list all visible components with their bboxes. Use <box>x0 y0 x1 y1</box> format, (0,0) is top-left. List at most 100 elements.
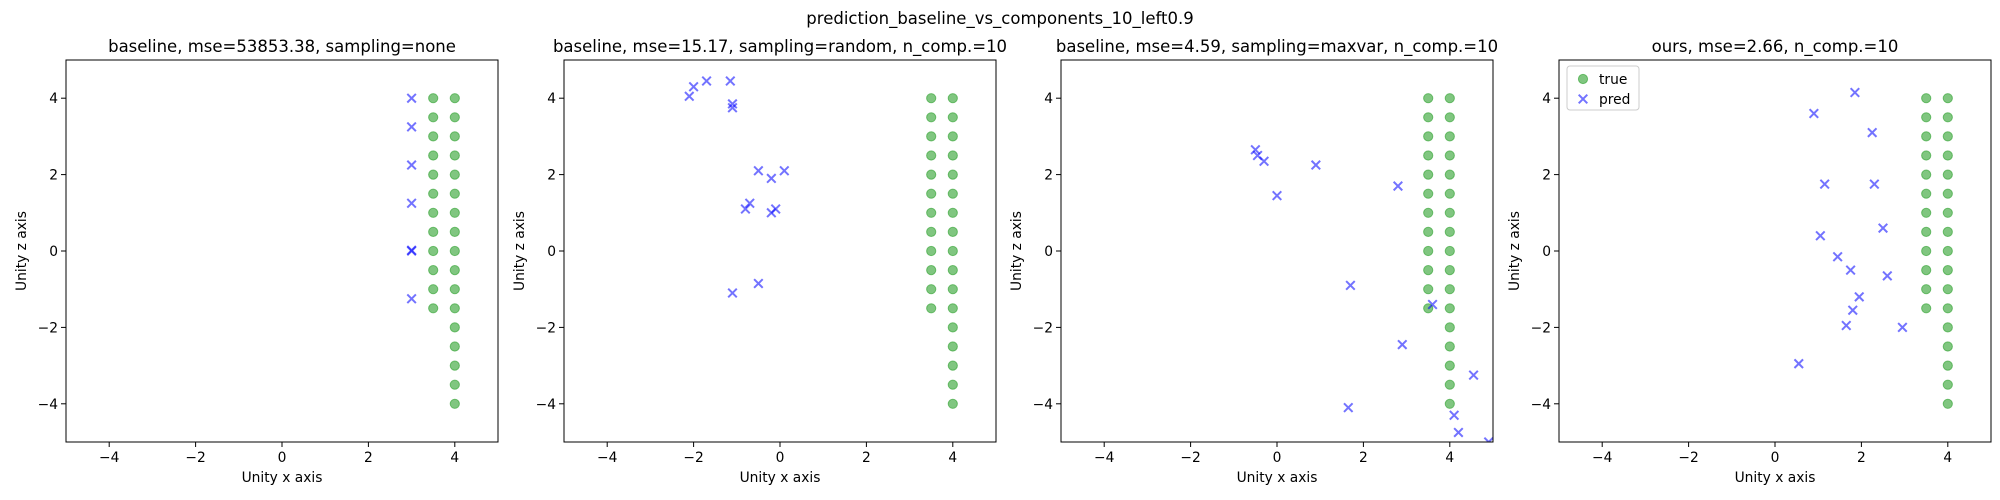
true-point <box>1942 131 1953 142</box>
y-tick-label: −4 <box>1531 397 1551 413</box>
pred-point <box>701 76 712 87</box>
true-point <box>947 379 958 390</box>
pred-point <box>1849 87 1860 98</box>
pred-point <box>406 93 417 104</box>
true-point <box>449 322 460 333</box>
legend: true pred <box>1566 65 1640 111</box>
x-tick-label: −4 <box>1094 450 1114 466</box>
true-point <box>428 245 439 257</box>
pred-point <box>1449 410 1460 421</box>
true-point <box>1444 131 1455 142</box>
true-point <box>1942 226 1953 237</box>
true-point <box>926 303 937 314</box>
true-point <box>926 284 937 295</box>
pred-point <box>406 121 417 132</box>
pred-point <box>753 278 764 289</box>
true-point <box>1423 226 1434 237</box>
true-point <box>449 398 460 409</box>
true-point <box>1444 150 1455 161</box>
true-point <box>1921 207 1932 218</box>
subplot-1: baseline, mse=53853.38, sampling=none −4 −… <box>14 37 499 486</box>
x-tick-label: −2 <box>683 450 703 466</box>
pred-point <box>1483 436 1493 442</box>
true-point <box>449 188 460 199</box>
y-tick-label: −4 <box>1033 397 1053 413</box>
true-point <box>1444 245 1455 257</box>
true-point <box>449 226 460 237</box>
x-tick-label: −2 <box>1180 450 1200 466</box>
plot-area <box>1250 93 1493 442</box>
true-point <box>449 150 460 161</box>
pred-point <box>1250 144 1261 155</box>
subplot-title: baseline, mse=4.59, sampling=maxvar, n_c… <box>1056 37 1498 57</box>
true-point <box>1921 131 1932 142</box>
true-point <box>1921 303 1932 314</box>
pred-point <box>1815 230 1826 241</box>
true-point <box>947 93 958 104</box>
y-tick-label: −2 <box>38 320 58 336</box>
true-point <box>1423 131 1434 142</box>
axes-frame <box>1558 59 1992 443</box>
true-point <box>1942 360 1953 371</box>
pred-point <box>688 81 699 92</box>
true-point <box>1942 93 1953 104</box>
y-tick-label: −2 <box>1033 320 1053 336</box>
true-point <box>1423 150 1434 161</box>
y-axis-label: Unity z axis <box>1009 211 1025 291</box>
axes-frame <box>563 59 997 443</box>
subplot-title: baseline, mse=15.17, sampling=random, n_… <box>553 37 1007 57</box>
true-point <box>1423 112 1434 123</box>
true-point <box>428 265 439 276</box>
true-point <box>428 169 439 180</box>
x-tick-label: 4 <box>450 450 459 466</box>
true-point <box>1423 265 1434 276</box>
true-point <box>428 303 439 314</box>
pred-point <box>725 76 736 87</box>
true-point <box>1444 398 1455 409</box>
true-point <box>947 303 958 314</box>
subplot-4: ours, mse=2.66, n_comp.=10 −4 −2 0 2 4 −4 −2 0 2 4… <box>1507 37 1992 486</box>
true-point <box>1921 93 1932 104</box>
y-tick-label: 2 <box>49 168 58 184</box>
pred-point <box>1897 322 1908 333</box>
y-tick-label: 0 <box>1542 244 1551 260</box>
x-tick-label: 0 <box>278 450 287 466</box>
true-point <box>1423 188 1434 199</box>
true-point <box>428 207 439 218</box>
pred-point <box>1468 370 1479 381</box>
pred-point <box>727 288 738 299</box>
true-point <box>428 284 439 295</box>
true-point <box>947 150 958 161</box>
true-point <box>1444 322 1455 333</box>
y-tick-label: 4 <box>1044 91 1053 107</box>
y-tick-label: 4 <box>547 91 556 107</box>
x-tick-label: 2 <box>1857 450 1866 466</box>
true-point <box>926 207 937 218</box>
true-point <box>449 112 460 123</box>
true-point <box>947 265 958 276</box>
y-tick-label: 2 <box>1542 168 1551 184</box>
pred-point <box>1453 427 1464 438</box>
true-point <box>926 150 937 161</box>
x-tick-label: 0 <box>1273 450 1282 466</box>
x-tick-label: −4 <box>1592 450 1612 466</box>
true-point <box>1921 169 1932 180</box>
y-tick-label: −4 <box>38 397 58 413</box>
x-axis-label: Unity x axis <box>242 470 323 486</box>
x-axis-label: Unity x axis <box>740 470 821 486</box>
true-point <box>1444 93 1455 104</box>
pred-point <box>1832 251 1843 262</box>
pred-point <box>1397 339 1408 350</box>
pred-point <box>727 102 738 113</box>
subplot-2: baseline, mse=15.17, sampling=random, n_… <box>512 37 1007 486</box>
pred-point <box>1854 291 1865 302</box>
true-point <box>1942 188 1953 199</box>
true-point <box>1423 245 1434 257</box>
y-axis-label: Unity z axis <box>1507 211 1523 291</box>
true-point <box>947 360 958 371</box>
true-point <box>1444 284 1455 295</box>
axes-frame <box>65 59 499 443</box>
x-tick-label: −2 <box>1678 450 1698 466</box>
pred-point <box>406 293 417 304</box>
